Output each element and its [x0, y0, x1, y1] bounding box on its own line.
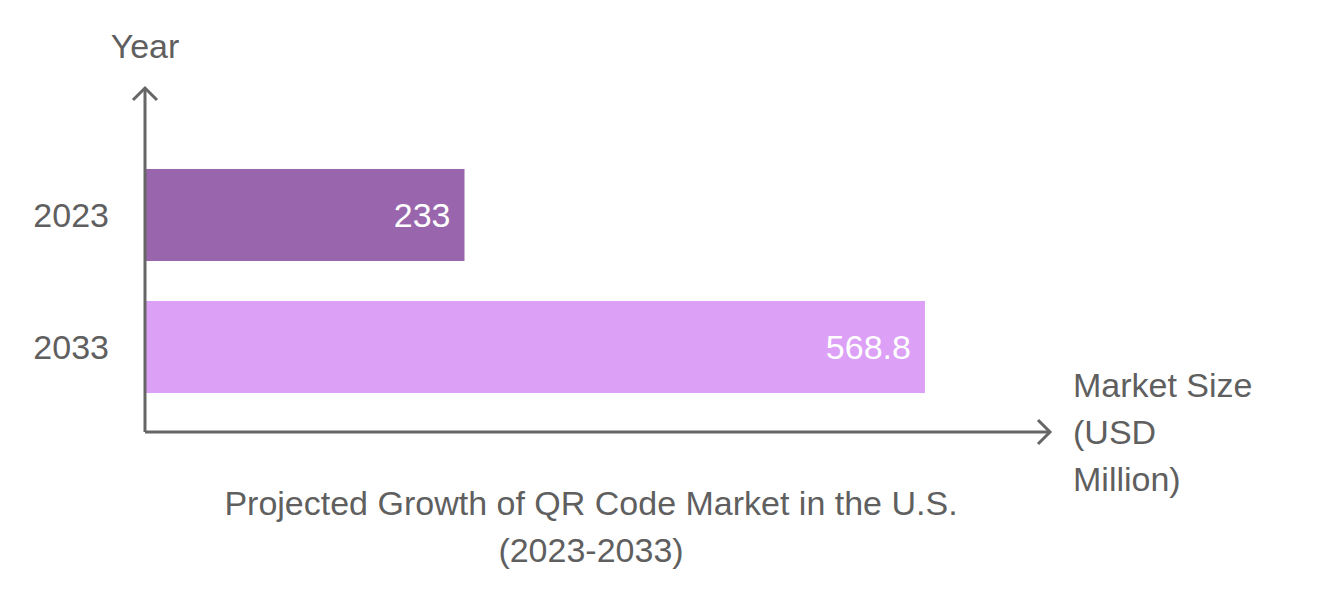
- svg-text:2023: 2023: [33, 196, 109, 234]
- html-text:Market Size (USD Million): Market Size (USD Million): [1073, 366, 1253, 498]
- html-text:Year: Year: [110, 27, 180, 65]
- svg-text:568.8: 568.8: [826, 328, 911, 366]
- html-text:Projected Growth of QR Code Ma: Projected Growth of QR Code Market in th…: [224, 484, 958, 569]
- svg-text:233: 233: [394, 196, 451, 234]
- svg-text:2033: 2033: [33, 328, 109, 366]
